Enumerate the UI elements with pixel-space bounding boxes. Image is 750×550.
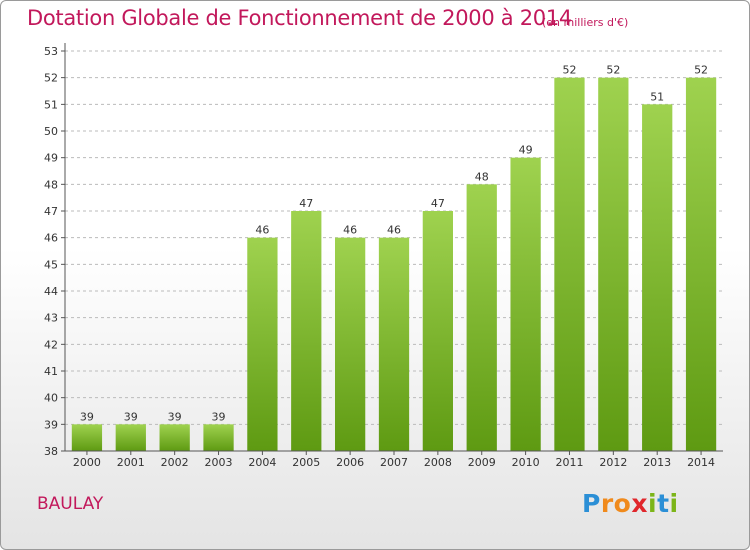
bar-value-label: 39	[168, 410, 182, 423]
bar-value-label: 46	[255, 224, 269, 237]
y-tick-label: 53	[44, 45, 58, 58]
logo-letter: P	[582, 489, 601, 518]
x-tick-label: 2004	[248, 456, 276, 469]
y-tick-label: 47	[44, 205, 58, 218]
bar	[554, 77, 585, 452]
x-tick-label: 2012	[599, 456, 627, 469]
x-tick-label: 2006	[336, 456, 364, 469]
bar	[466, 184, 497, 452]
commune-name: BAULAY	[37, 494, 104, 514]
logo-letter: t	[657, 489, 670, 518]
y-tick-label: 44	[44, 285, 58, 298]
axes	[61, 43, 723, 455]
bar	[598, 77, 629, 452]
chart-title: Dotation Globale de Fonctionnement de 20…	[27, 6, 572, 30]
y-tick-label: 51	[44, 98, 58, 111]
x-tick-label: 2007	[380, 456, 408, 469]
bar-value-label: 52	[694, 64, 708, 77]
bar	[422, 211, 454, 451]
logo-letter: i	[669, 489, 679, 518]
x-tick-label: 2001	[117, 456, 145, 469]
y-tick-label: 43	[44, 312, 58, 325]
y-tick-label: 40	[44, 392, 58, 405]
x-tick-label: 2008	[424, 456, 452, 469]
y-tick-label: 50	[44, 125, 58, 138]
y-tick-label: 39	[44, 418, 58, 431]
x-tick-label: 2011	[555, 456, 583, 469]
bar	[71, 424, 103, 451]
y-tick-label: 48	[44, 178, 58, 191]
x-tick-label: 2005	[292, 456, 320, 469]
bar-value-label: 46	[387, 224, 401, 237]
logo-letter: i	[648, 489, 658, 518]
bar	[642, 104, 673, 451]
bar-value-label: 39	[212, 410, 226, 423]
bar	[115, 424, 146, 451]
x-tick-label: 2009	[468, 456, 496, 469]
x-tick-label: 2014	[687, 456, 715, 469]
proxiti-logo[interactable]: Proxiti	[582, 489, 679, 518]
y-tick-label: 49	[44, 152, 58, 165]
y-tick-label: 38	[44, 445, 58, 458]
logo-letter: r	[600, 489, 614, 518]
y-tick-label: 42	[44, 338, 58, 351]
bar-value-label: 39	[80, 410, 94, 423]
bar-value-label: 47	[431, 197, 445, 210]
bar	[685, 77, 717, 452]
x-tick-label: 2003	[205, 456, 233, 469]
bar-value-label: 47	[299, 197, 313, 210]
bar-value-label: 48	[475, 170, 489, 183]
y-tick-label: 41	[44, 365, 58, 378]
bar	[334, 237, 366, 451]
y-tick-label: 46	[44, 232, 58, 245]
bar	[291, 211, 322, 451]
bar-value-label: 52	[562, 64, 576, 77]
bar	[159, 424, 190, 451]
bar-value-label: 49	[519, 144, 533, 157]
x-tick-label: 2002	[161, 456, 189, 469]
bar-value-label: 39	[124, 410, 138, 423]
bar-value-label: 51	[650, 90, 664, 103]
bar	[247, 237, 278, 451]
bars	[71, 77, 717, 452]
x-tick-label: 2000	[73, 456, 101, 469]
logo-letter: o	[613, 489, 632, 518]
x-tick-label: 2010	[512, 456, 540, 469]
bar	[378, 237, 410, 451]
chart-subtitle: (en milliers d'€)	[542, 16, 629, 29]
bar-value-label: 46	[343, 224, 357, 237]
logo-letter: x	[631, 489, 648, 518]
labels: 38 39 40 41 42 43 44 45 46 47 48 49 50 51 52 53 39 2000 39…	[44, 45, 715, 469]
y-tick-label: 52	[44, 72, 58, 85]
bar	[203, 424, 234, 451]
x-tick-label: 2013	[643, 456, 671, 469]
y-tick-label: 45	[44, 258, 58, 271]
bar-value-label: 52	[606, 64, 620, 77]
bar	[510, 157, 541, 451]
